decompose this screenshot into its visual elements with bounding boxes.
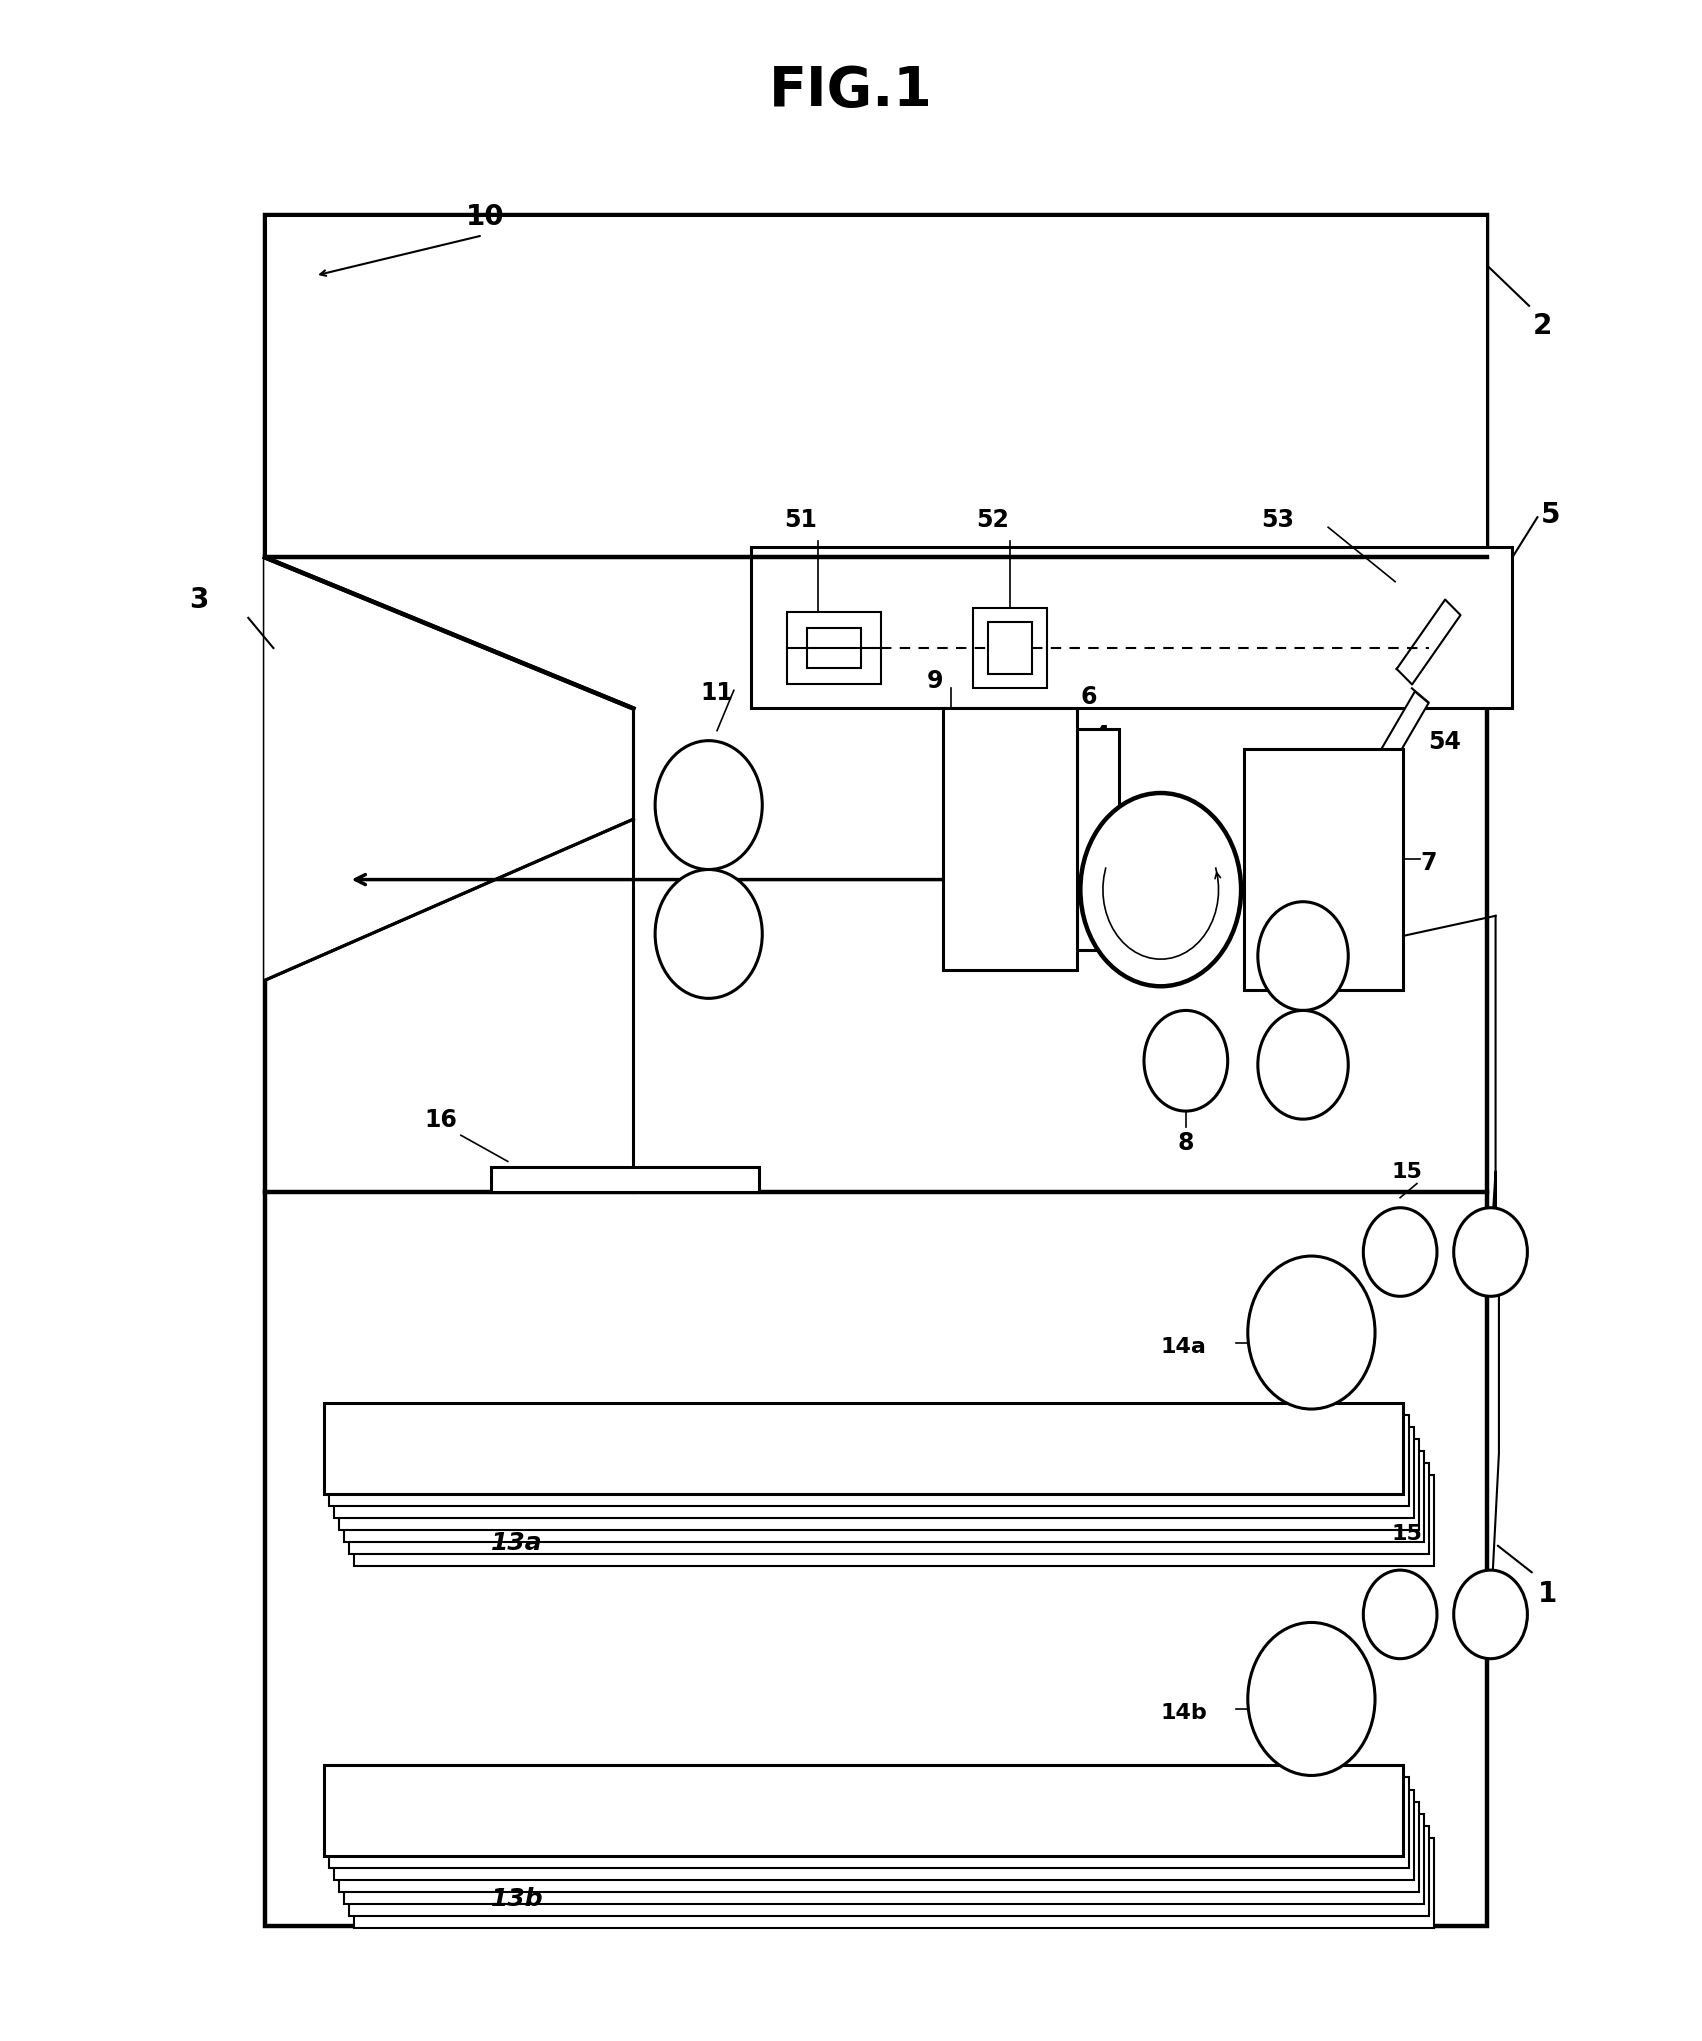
Text: 3: 3: [189, 586, 209, 614]
Bar: [1077, 729, 1118, 949]
Circle shape: [1248, 1623, 1375, 1776]
Polygon shape: [1397, 600, 1460, 684]
Text: 14b: 14b: [1161, 1702, 1207, 1723]
Text: 6: 6: [1081, 686, 1096, 710]
Bar: [492, 1167, 759, 1192]
Text: 13a: 13a: [492, 1531, 543, 1555]
Text: 7: 7: [1419, 851, 1436, 874]
Circle shape: [1454, 1208, 1527, 1296]
Circle shape: [1258, 1010, 1348, 1118]
Text: 12: 12: [1336, 906, 1370, 931]
Text: FIG.1: FIG.1: [769, 63, 933, 118]
Bar: [943, 708, 1077, 969]
Circle shape: [1248, 1255, 1375, 1408]
Bar: [328, 1414, 1409, 1506]
Bar: [807, 629, 861, 667]
Bar: [344, 1814, 1423, 1904]
Bar: [349, 1463, 1428, 1553]
Text: 13b: 13b: [492, 1888, 543, 1910]
Bar: [354, 1476, 1433, 1565]
Bar: [334, 1790, 1414, 1880]
Bar: [751, 547, 1513, 708]
Text: 14a: 14a: [1161, 1337, 1207, 1357]
Text: 5: 5: [1540, 502, 1561, 529]
Text: 10: 10: [466, 204, 504, 231]
Circle shape: [1258, 902, 1348, 1010]
Text: 1: 1: [1537, 1580, 1557, 1608]
Circle shape: [1081, 794, 1241, 986]
Bar: [989, 623, 1031, 674]
Circle shape: [1454, 1570, 1527, 1659]
Text: 11: 11: [700, 682, 734, 706]
Bar: [323, 1765, 1404, 1855]
Bar: [344, 1451, 1423, 1541]
Bar: [328, 1778, 1409, 1868]
Text: 4: 4: [1094, 725, 1110, 747]
Text: 52: 52: [977, 508, 1009, 533]
Bar: [266, 214, 1488, 557]
Text: 15: 15: [1392, 1525, 1423, 1543]
Bar: [349, 1827, 1428, 1916]
Bar: [788, 612, 882, 684]
Text: 15: 15: [1392, 1161, 1423, 1182]
Bar: [354, 1837, 1433, 1929]
Circle shape: [1363, 1208, 1436, 1296]
Text: 2: 2: [1532, 312, 1552, 341]
Circle shape: [1363, 1570, 1436, 1659]
Text: 53: 53: [1261, 508, 1294, 533]
Circle shape: [655, 869, 762, 998]
Text: 16: 16: [424, 1108, 456, 1133]
Bar: [339, 1439, 1418, 1531]
Text: 8: 8: [1178, 1131, 1195, 1155]
Circle shape: [655, 741, 762, 869]
Bar: [334, 1427, 1414, 1519]
Polygon shape: [266, 557, 633, 980]
Bar: [323, 1402, 1404, 1494]
Circle shape: [1144, 1010, 1227, 1110]
Polygon shape: [1379, 692, 1428, 765]
Text: 9: 9: [926, 669, 943, 694]
Bar: [339, 1802, 1418, 1892]
Bar: [266, 214, 1488, 1927]
Text: 54: 54: [1428, 731, 1462, 753]
Bar: [974, 608, 1047, 688]
Bar: [1244, 749, 1404, 990]
Text: 51: 51: [785, 508, 817, 533]
